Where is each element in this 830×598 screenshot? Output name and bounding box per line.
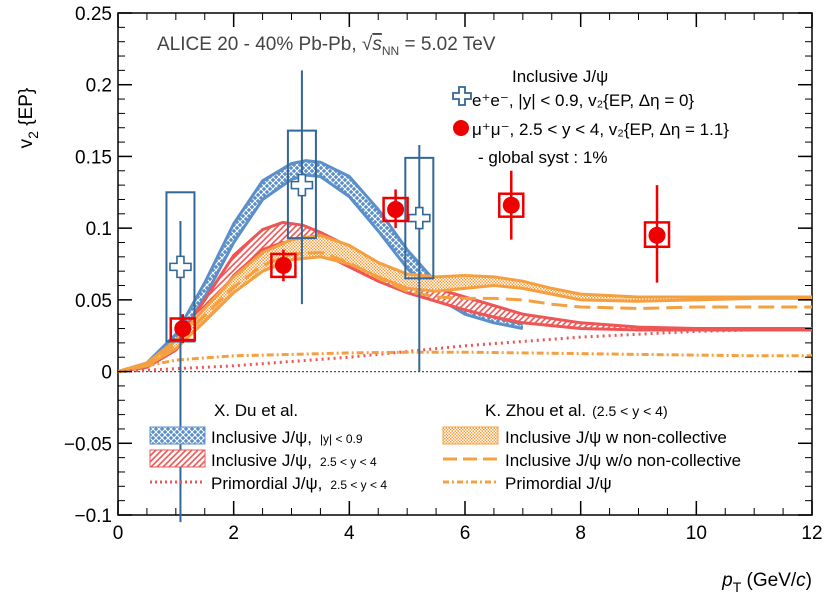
ee-data-point bbox=[290, 173, 314, 197]
data-legend: Inclusive J/ψ e⁺e⁻, |y| < 0.9, v₂{EP, Δη… bbox=[452, 67, 729, 167]
mumu-data-point bbox=[174, 320, 192, 338]
y-tick-label: 0.25 bbox=[75, 4, 112, 25]
x-label-c: c bbox=[796, 570, 806, 591]
du-legend-hatch-swatch bbox=[149, 449, 206, 468]
du-legend-header: X. Du et al. bbox=[214, 401, 298, 420]
data-legend-syst: - global syst : 1% bbox=[478, 148, 607, 167]
zhou-legend: K. Zhou et al. (2.5 < y < 4) Inclusive J/… bbox=[442, 401, 741, 493]
x-label-p: p bbox=[721, 570, 733, 591]
y-tick-label: 0 bbox=[101, 363, 112, 384]
du-legend-item-2: Inclusive J/ψ, 2.5 < y < 4 bbox=[211, 451, 377, 470]
x-tick-label: 10 bbox=[686, 523, 707, 544]
x-axis-label: pT (GeV/c) bbox=[721, 570, 812, 595]
data-legend-mumu: μ⁺μ⁻, 2.5 < y < 4, v₂{EP, Δη = 1.1} bbox=[472, 120, 729, 139]
model-du-primordial-2-5-y-4-line bbox=[118, 327, 812, 374]
du-legend-item-3: Primordial J/ψ, 2.5 < y < 4 bbox=[211, 474, 387, 493]
title-s: s bbox=[372, 34, 382, 55]
x-tick-label: 4 bbox=[344, 523, 355, 544]
du-legend-item-2-label: Inclusive J/ψ, bbox=[211, 451, 312, 470]
y-tick-label: −0.1 bbox=[74, 506, 112, 527]
x-tick-label: 2 bbox=[228, 523, 239, 544]
model-zhou-inclusive-w-non-collective-lower-edge bbox=[118, 255, 812, 374]
mumu-syst-box bbox=[643, 221, 671, 249]
du-legend-item-3-label: Primordial J/ψ, bbox=[211, 474, 322, 493]
x-tick-label: 6 bbox=[460, 523, 471, 544]
ee-data-point bbox=[169, 255, 192, 279]
title-nn: NN bbox=[382, 44, 399, 58]
model-zhou-primordial-line bbox=[118, 350, 812, 374]
x-tick-label: 0 bbox=[113, 523, 124, 544]
title-main: ALICE 20 - 40% Pb-Pb, bbox=[157, 34, 362, 55]
mumu-syst-box bbox=[270, 252, 297, 279]
y-label-rest: {EP} bbox=[16, 88, 37, 131]
data-legend-ee: e⁺e⁻, |y| < 0.9, v₂{EP, Δη = 0} bbox=[472, 91, 694, 110]
mumu-syst-box bbox=[382, 196, 409, 223]
du-legend-crosshatch-swatch bbox=[149, 426, 206, 445]
model-zhou-inclusive-w-non-collective-upper-edge bbox=[118, 233, 812, 374]
mumu-data-point bbox=[502, 196, 520, 214]
du-legend-item-2-small: 2.5 < y < 4 bbox=[320, 455, 377, 469]
legend-filled-circle-marker bbox=[453, 120, 469, 136]
du-legend-item-1: Inclusive J/ψ, |y| < 0.9 bbox=[211, 428, 363, 447]
data-legend-header: Inclusive J/ψ bbox=[512, 67, 608, 86]
x-tick-label: 12 bbox=[801, 523, 822, 544]
x-label-close: ) bbox=[806, 570, 812, 591]
x-tick-label: 8 bbox=[575, 523, 586, 544]
zhou-legend-item-3: Primordial J/ψ bbox=[505, 474, 612, 493]
du-legend-item-1-small: |y| < 0.9 bbox=[320, 432, 363, 446]
legend-open-cross-marker bbox=[452, 86, 472, 106]
y-tick-label: 0.1 bbox=[86, 219, 112, 240]
y-axis-label: v2 {EP} bbox=[16, 88, 41, 149]
zhou-legend-item-2: Inclusive J/ψ w/o non-collective bbox=[505, 451, 741, 470]
zhou-legend-dots-swatch bbox=[442, 426, 499, 445]
mumu-data-point bbox=[387, 200, 405, 218]
chart-title: ALICE 20 - 40% Pb-Pb, √sNN = 5.02 TeV bbox=[157, 34, 496, 58]
y-tick-label: 0.2 bbox=[86, 76, 112, 97]
title-sqrt: √ bbox=[362, 34, 373, 55]
du-legend: X. Du et al. Inclusive J/ψ, |y| < 0.9 Inc… bbox=[149, 401, 387, 493]
model-zhou-inclusive-w-o-non-collective-line bbox=[118, 250, 812, 374]
mumu-syst-box bbox=[169, 317, 197, 342]
title-rest: = 5.02 TeV bbox=[399, 34, 496, 55]
ee-data-point bbox=[408, 206, 431, 230]
mumu-syst-box bbox=[498, 192, 525, 218]
du-legend-item-3-small: 2.5 < y < 4 bbox=[330, 478, 387, 492]
y-tick-label: 0.15 bbox=[75, 147, 112, 168]
zhou-legend-item-1: Inclusive J/ψ w non-collective bbox=[505, 428, 727, 447]
x-label-t: T bbox=[733, 579, 742, 595]
y-tick-label: −0.05 bbox=[64, 434, 112, 455]
zhou-legend-header-small: (2.5 < y < 4) bbox=[592, 403, 667, 419]
y-label-sub: 2 bbox=[25, 131, 41, 139]
zhou-legend-header: K. Zhou et al. bbox=[485, 401, 586, 420]
x-label-unit: (GeV/ bbox=[741, 570, 797, 591]
y-tick-label: 0.05 bbox=[75, 291, 112, 312]
mumu-data-point bbox=[274, 256, 292, 274]
y-label-v: v bbox=[16, 138, 37, 148]
zhou-legend-header-line: K. Zhou et al. (2.5 < y < 4) bbox=[485, 401, 668, 420]
mumu-data-point bbox=[648, 226, 666, 244]
du-legend-item-1-label: Inclusive J/ψ, bbox=[211, 428, 312, 447]
